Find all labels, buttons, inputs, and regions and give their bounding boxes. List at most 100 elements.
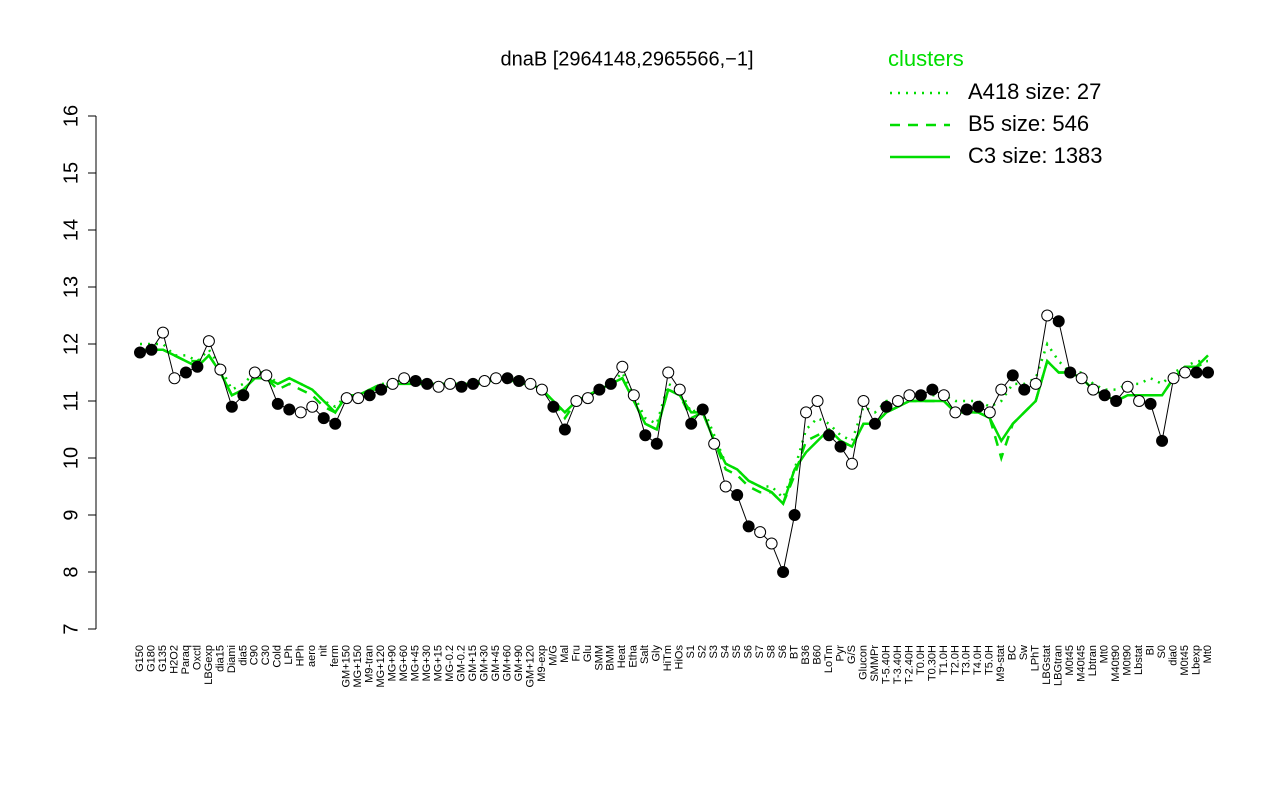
- point: [604, 377, 617, 390]
- point: [903, 389, 916, 402]
- point: [731, 489, 744, 502]
- x-tick-label: MG+90: [387, 645, 399, 681]
- point: [306, 400, 319, 413]
- point: [1179, 366, 1192, 379]
- point: [271, 397, 284, 410]
- x-tick-label: GM+30: [478, 645, 490, 681]
- y-tick-label: 15: [60, 162, 82, 184]
- x-tick-label: LoTm: [823, 645, 835, 673]
- point: [754, 526, 767, 539]
- x-tick-label: Cold: [272, 645, 284, 668]
- point: [891, 395, 904, 407]
- y-tick-label: 11: [60, 391, 82, 412]
- x-tick-label: ferm: [329, 645, 341, 667]
- point: [467, 377, 480, 390]
- point: [673, 383, 686, 396]
- expression-line: [139, 314, 1208, 574]
- point: [535, 383, 548, 396]
- x-tick-label: SMMPr: [869, 645, 881, 682]
- point: [145, 343, 158, 356]
- point: [937, 389, 950, 402]
- x-tick-label: BMM: [605, 645, 617, 671]
- point: [570, 395, 583, 407]
- x-tick-label: Lbtran: [1087, 645, 1099, 676]
- point: [225, 400, 238, 413]
- point: [156, 326, 169, 339]
- y-tick-label: 9: [60, 509, 82, 520]
- y-tick-label: 10: [60, 447, 82, 469]
- y-tick-label: 7: [60, 623, 82, 634]
- x-tick-label: Pyr: [834, 645, 846, 662]
- point: [823, 429, 836, 442]
- x-tick-label: SMM: [593, 645, 605, 671]
- x-tick-label: Mt0: [1202, 645, 1214, 663]
- x-tick-label: Gly: [651, 645, 663, 662]
- point: [398, 372, 411, 385]
- point: [547, 400, 560, 413]
- x-tick-label: GM-0.2: [455, 645, 467, 682]
- x-tick-label: S6: [777, 645, 789, 658]
- x-tick-label: S5: [731, 645, 743, 658]
- x-tick-label: Diami: [226, 645, 238, 673]
- x-tick-label: LPh: [283, 645, 295, 665]
- x-tick-label: S0: [1156, 645, 1168, 658]
- point: [581, 392, 594, 405]
- point: [1087, 383, 1100, 396]
- x-tick-label: BT: [788, 645, 800, 659]
- x-tick-label: Fru: [570, 645, 582, 662]
- point: [1052, 315, 1065, 328]
- point: [834, 440, 847, 453]
- point: [294, 406, 307, 419]
- point: [616, 360, 629, 373]
- x-tick-label: LBGstat: [1041, 645, 1053, 685]
- x-tick-label: Etha: [628, 644, 640, 668]
- point: [1029, 377, 1042, 390]
- point: [949, 406, 962, 419]
- point: [696, 403, 709, 416]
- legend-label: B5 size: 546: [968, 111, 1089, 136]
- x-tick-label: Mal: [559, 645, 571, 663]
- point: [386, 377, 399, 390]
- point: [237, 389, 250, 402]
- point: [1121, 380, 1134, 393]
- point: [1064, 366, 1077, 379]
- x-tick-label: M0t45: [1064, 645, 1076, 676]
- point: [811, 395, 824, 407]
- x-tick-label: B60: [811, 645, 823, 665]
- point: [214, 363, 227, 376]
- x-tick-label: BI: [1144, 645, 1156, 655]
- point: [375, 383, 388, 396]
- x-tick-label: M0t45: [1179, 645, 1191, 676]
- point: [639, 429, 652, 442]
- point: [363, 389, 376, 402]
- x-tick-label: LBGexp: [203, 645, 215, 685]
- x-tick-label: LBGtran: [1053, 645, 1065, 686]
- y-tick-label: 12: [60, 333, 82, 355]
- point: [995, 383, 1008, 396]
- x-tick-label: S7: [754, 645, 766, 658]
- point: [972, 400, 985, 413]
- point: [329, 417, 342, 430]
- x-tick-label: T2.0H: [949, 645, 961, 675]
- point: [1075, 372, 1088, 385]
- x-tick-label: T5.0H: [984, 645, 996, 675]
- x-tick-label: M/G: [547, 645, 559, 666]
- x-tick-label: C30: [260, 645, 272, 665]
- x-tick-label: Paraq: [180, 645, 192, 674]
- point: [1110, 395, 1123, 407]
- point: [1018, 383, 1031, 396]
- point: [512, 375, 525, 388]
- point: [777, 566, 790, 578]
- x-tick-label: G150: [134, 645, 146, 672]
- y-tick-label: 16: [60, 105, 82, 127]
- x-tick-label: MG+45: [410, 645, 422, 681]
- chart-title: dnaB [2964148,2965566,−1]: [500, 48, 753, 70]
- point: [558, 423, 571, 436]
- x-tick-label: GM+120: [524, 645, 536, 688]
- point: [960, 403, 973, 416]
- point: [340, 392, 353, 405]
- point: [501, 372, 514, 385]
- point: [179, 366, 192, 379]
- point: [1144, 397, 1157, 410]
- x-tick-label: Lbexp: [1190, 645, 1202, 675]
